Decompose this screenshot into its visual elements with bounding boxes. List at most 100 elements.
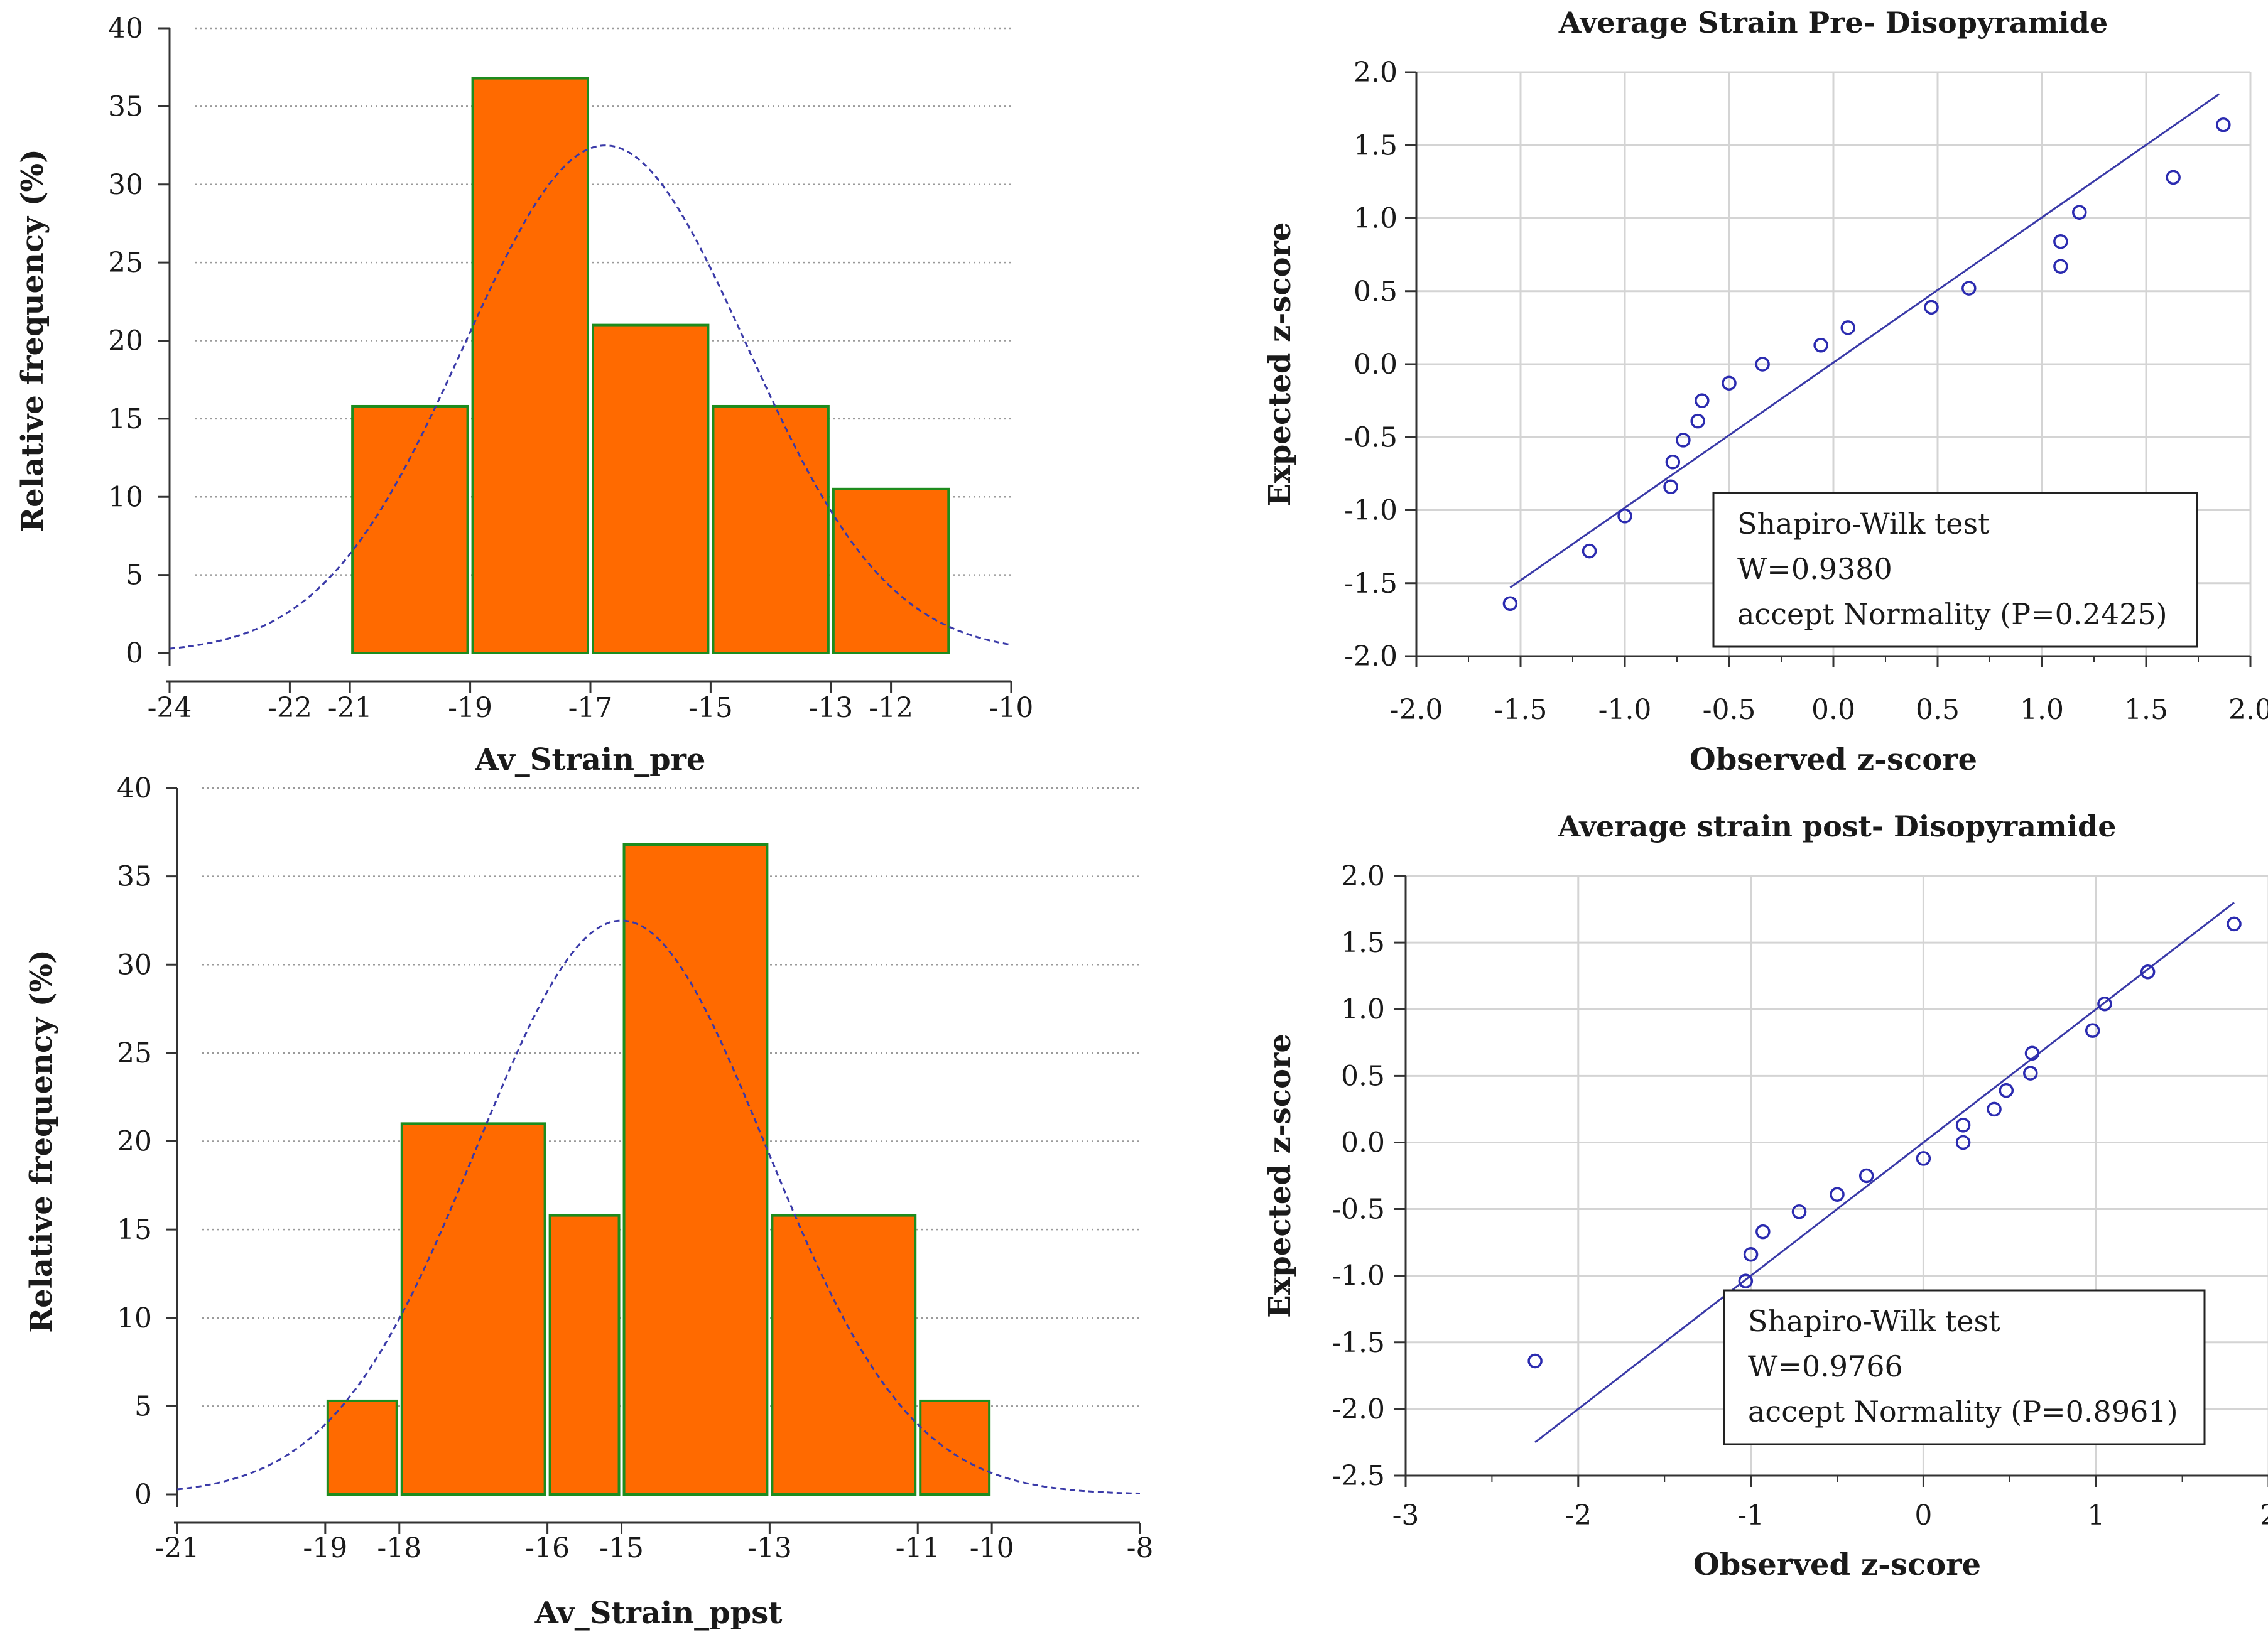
x-tick-label: -8: [1127, 1532, 1154, 1564]
y-tick-label: 35: [117, 861, 152, 893]
x-tick-label: -2.0: [1390, 694, 1443, 726]
bar-0: [326, 1399, 398, 1496]
x-tick-label: -22: [268, 692, 312, 724]
data-point-11: [1840, 320, 1855, 335]
x-tick-label: 0.5: [1916, 694, 1960, 726]
data-point-16: [2097, 996, 2112, 1012]
chart-title: Average Strain Pre- Disopyramide: [1558, 6, 2108, 40]
legend-box: Shapiro-Wilk test W=0.9380 accept Normalit…: [1712, 492, 2198, 648]
x-tick-label: 1.5: [2124, 694, 2168, 726]
legend-frame: [1723, 1289, 2206, 1445]
normal-curve: [169, 144, 1012, 650]
data-point-15: [2053, 234, 2068, 249]
data-point-10: [1813, 338, 1828, 353]
data-point-14: [2053, 259, 2068, 274]
data-point-8: [1916, 1151, 1931, 1166]
data-point-16: [2072, 205, 2087, 220]
bar-3: [622, 843, 769, 1496]
data-point-4: [1665, 455, 1681, 470]
y-tick-label: 0.0: [1341, 1126, 1385, 1159]
legend-normality-result: accept Normality (P=0.8961): [1748, 1395, 2178, 1429]
x-tick-label: -3: [1392, 1499, 1419, 1531]
x-axis-title: Av_Strain_pre: [475, 742, 706, 777]
y-tick-label: 40: [117, 772, 152, 804]
y-tick-label: 1.5: [1341, 927, 1385, 959]
y-axis-title: Relative frequency (%): [15, 149, 50, 532]
data-point-4: [1755, 1224, 1771, 1240]
data-point-6: [1830, 1187, 1845, 1202]
y-tick-label: 10: [108, 481, 143, 513]
legend-box: Shapiro-Wilk test W=0.9766 accept Normalit…: [1723, 1289, 2206, 1445]
legend-w-statistic: W=0.9766: [1748, 1349, 1903, 1383]
data-point-3: [1663, 479, 1678, 495]
y-tick-label: -1.5: [1344, 568, 1397, 600]
x-tick-label: -18: [377, 1532, 421, 1564]
data-point-18: [2227, 916, 2242, 932]
data-point-8: [1722, 375, 1737, 391]
y-axis-title: Expected z-score: [1262, 222, 1298, 507]
bar-0: [351, 404, 469, 654]
x-tick-label: 0: [1914, 1499, 1932, 1531]
y-axis-title: Expected z-score: [1262, 1034, 1298, 1318]
y-tick-label: -0.5: [1332, 1194, 1385, 1226]
y-tick-label: 0: [134, 1479, 152, 1511]
bar-4: [832, 487, 950, 654]
y-tick-label: 2.0: [1354, 57, 1397, 89]
x-tick-label: -11: [896, 1532, 940, 1564]
y-tick-label: 15: [108, 403, 143, 435]
data-point-17: [2140, 964, 2156, 980]
x-tick-label: -0.5: [1703, 694, 1756, 726]
legend-frame: [1712, 492, 2198, 648]
x-tick-label: -15: [688, 692, 733, 724]
bar-1: [400, 1122, 546, 1496]
x-axis-title: Observed z-score: [1693, 1547, 1981, 1582]
legend-test-name: Shapiro-Wilk test: [1737, 507, 1990, 541]
x-tick-label: 2.0: [2228, 694, 2268, 726]
y-tick-label: 5: [134, 1390, 152, 1422]
bar-5: [919, 1399, 991, 1496]
y-tick-label: -2.0: [1344, 640, 1397, 672]
y-tick-label: 20: [117, 1126, 152, 1158]
y-tick-label: 0.5: [1354, 276, 1397, 308]
data-point-17: [2166, 170, 2181, 185]
y-tick-label: -1.0: [1344, 495, 1397, 527]
x-tick-label: -1.5: [1494, 694, 1548, 726]
y-tick-label: 2.0: [1341, 860, 1385, 892]
bar-2: [548, 1214, 621, 1496]
x-tick-label: -1.0: [1598, 694, 1652, 726]
normal-curve: [176, 919, 1141, 1494]
data-point-10: [1955, 1118, 1971, 1133]
chart-qq_post: Average strain post- Disopyramide -2.5 -2.…: [1262, 809, 2268, 1582]
data-point-9: [1955, 1135, 1971, 1150]
chart-title: Average strain post- Disopyramide: [1558, 809, 2117, 843]
y-tick-label: 35: [108, 90, 143, 122]
x-tick-label: -15: [599, 1532, 644, 1564]
x-tick-label: -1: [1737, 1499, 1764, 1531]
data-point-9: [1755, 357, 1770, 372]
x-tick-label: 0.0: [1811, 694, 1855, 726]
x-axis-title: Observed z-score: [1690, 742, 1977, 777]
y-tick-label: -2.0: [1332, 1393, 1385, 1425]
legend-w-statistic: W=0.9380: [1737, 552, 1892, 586]
chart-qq_pre: Average Strain Pre- Disopyramide -2.0 -1.5…: [1262, 6, 2268, 777]
y-tick-label: -1.0: [1332, 1260, 1385, 1292]
y-tick-label: 15: [117, 1214, 152, 1246]
legend-test-name: Shapiro-Wilk test: [1748, 1304, 2000, 1338]
legend-normality-result: accept Normality (P=0.2425): [1737, 597, 2168, 631]
y-tick-label: 0.0: [1354, 348, 1397, 381]
x-tick-label: -13: [808, 692, 853, 724]
x-tick-label: -10: [970, 1532, 1014, 1564]
data-point-2: [1738, 1273, 1754, 1288]
y-tick-label: -1.5: [1332, 1327, 1385, 1359]
y-tick-label: 25: [117, 1037, 152, 1069]
y-tick-label: 30: [117, 949, 152, 981]
x-tick-label: 1: [2087, 1499, 2105, 1531]
x-tick-label: -12: [869, 692, 913, 724]
y-tick-label: 1.5: [1354, 129, 1397, 161]
x-tick-label: -2: [1565, 1499, 1592, 1531]
chart-hist_pre: 0 5 10 15 20 25 30 35 40 -24 -22 -21 -19 -17 -15 -13 -12…: [15, 13, 1033, 777]
data-point-5: [1676, 433, 1691, 448]
fit-line: [1509, 93, 2220, 588]
x-tick-label: -19: [303, 1532, 347, 1564]
